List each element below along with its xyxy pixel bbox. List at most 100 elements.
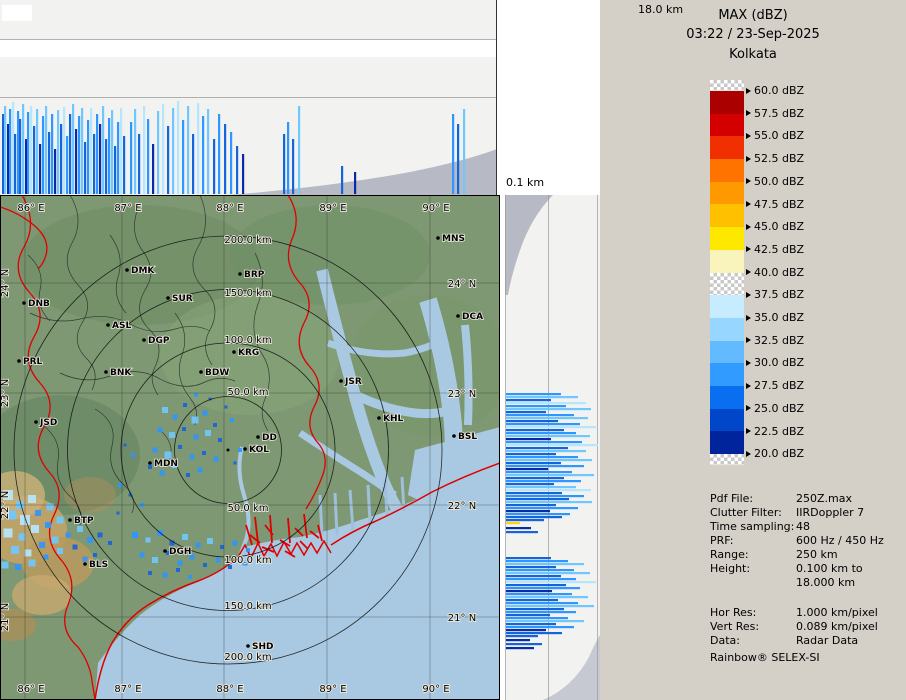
metadata-value: 18.000 km [796, 576, 856, 589]
echo-cell [28, 559, 36, 567]
dbz-color-scale [710, 80, 744, 465]
echo-bar [506, 417, 588, 420]
metadata-key: Data: [710, 634, 740, 647]
echo-cell [178, 445, 182, 449]
dbz-value-label: 20.0 dBZ [754, 447, 805, 461]
echo-bar [506, 605, 594, 608]
echo-cell [148, 465, 152, 469]
echo-cell [123, 443, 127, 447]
echo-bar [202, 116, 205, 194]
echo-bar [506, 405, 566, 408]
echo-cell [164, 451, 172, 459]
map-label: 100.0 km [224, 555, 271, 566]
echo-bar [506, 635, 538, 638]
metadata-key: Hor Res: [710, 606, 757, 619]
echo-cell [186, 473, 190, 477]
echo-bar [182, 120, 185, 194]
echo-bar [242, 154, 245, 194]
echo-bar [283, 134, 286, 194]
echo-cell [213, 423, 217, 427]
echo-cell [183, 403, 187, 407]
echo-cell [77, 526, 83, 532]
echo-bar [354, 172, 357, 194]
echo-cell [189, 454, 195, 460]
top-cross-section-panel [0, 0, 497, 195]
echo-cell [39, 542, 45, 548]
city-dot [106, 323, 110, 327]
top-corner-box [2, 5, 32, 21]
echo-cell [213, 456, 219, 462]
echo-cell [193, 434, 199, 440]
echo-cell [233, 461, 237, 465]
echo-bar [506, 459, 592, 462]
echo-cell [139, 552, 145, 558]
scale-block [710, 91, 744, 114]
echo-cell [35, 510, 41, 516]
metadata-value: 1.000 km/pixel [796, 606, 878, 619]
echo-cell [207, 538, 213, 544]
echo-cell [87, 537, 93, 543]
echo-bar [506, 602, 578, 605]
echo-bar [134, 109, 137, 194]
tick-arrow-icon [746, 314, 751, 321]
echo-bar [81, 108, 84, 194]
scale-tick-label: 45.0 dBZ [746, 220, 804, 233]
map-label: MNS [442, 234, 465, 244]
city-dot [17, 359, 21, 363]
echo-bar [167, 126, 170, 194]
beam-envelope-silhouette [543, 635, 600, 700]
echo-cell [148, 571, 152, 575]
metadata-value: IIRDoppler 7 [796, 506, 865, 519]
map-label: JSR [344, 377, 362, 387]
city-dot [68, 518, 72, 522]
scale-tick-label: 50.0 dBZ [746, 175, 804, 188]
tick-arrow-icon [746, 132, 751, 139]
map-label: MDN [154, 459, 178, 469]
scale-tick-label: 40.0 dBZ [746, 266, 804, 279]
range-ring [174, 396, 282, 504]
metadata-value: 0.089 km/pixel [796, 620, 878, 633]
dbz-value-label: 52.5 dBZ [754, 152, 805, 166]
echo-cell [82, 556, 88, 562]
echo-bar [506, 510, 550, 513]
echo-cell [46, 503, 54, 511]
echo-bar [57, 110, 60, 194]
map-label: 90° E [422, 203, 449, 214]
scale-block [710, 227, 744, 250]
echo-bar [506, 614, 550, 617]
city-dot [436, 236, 440, 240]
echo-bar [463, 109, 466, 194]
echo-bar [192, 134, 195, 194]
metadata-key: Vert Res: [710, 620, 760, 633]
scale-tick-label: 32.5 dBZ [746, 334, 804, 347]
echo-cell [51, 536, 59, 544]
echo-bar [506, 513, 570, 516]
echo-bar [506, 572, 590, 575]
metadata-key: Range: [710, 548, 749, 561]
map-label: 22° N [0, 491, 11, 519]
tick-arrow-icon [746, 201, 751, 207]
map-label: BTP [74, 516, 94, 526]
echo-cell [197, 467, 203, 473]
city-dot [238, 272, 242, 276]
sea-bay-of-bengal [95, 465, 500, 700]
map-label: DGH [169, 547, 191, 557]
echo-bar [506, 492, 562, 495]
metadata-key: Time sampling: [710, 520, 795, 533]
metadata-value: 0.100 km to [796, 562, 863, 575]
city-markers: DMK BRP SUR DNB ASL DGP MNS DCA KRG BDW JSR PRL BNK K… [17, 233, 484, 653]
echo-bar [506, 489, 591, 492]
tick-arrow-icon [746, 291, 751, 298]
software-brand: Rainbow® SELEX-SI [710, 651, 820, 664]
echo-bar [69, 114, 72, 194]
echo-cell [159, 470, 165, 476]
echo-bar [7, 124, 10, 194]
dbz-value-label: 47.5 dBZ [754, 197, 805, 211]
city-dot [232, 350, 236, 354]
echo-cell [132, 532, 138, 538]
echo-cell [97, 532, 103, 538]
echo-bar [506, 629, 546, 632]
map-label: 88° E [216, 203, 243, 214]
map-label: JSD [39, 418, 57, 428]
map-label: 21° N [448, 613, 476, 624]
